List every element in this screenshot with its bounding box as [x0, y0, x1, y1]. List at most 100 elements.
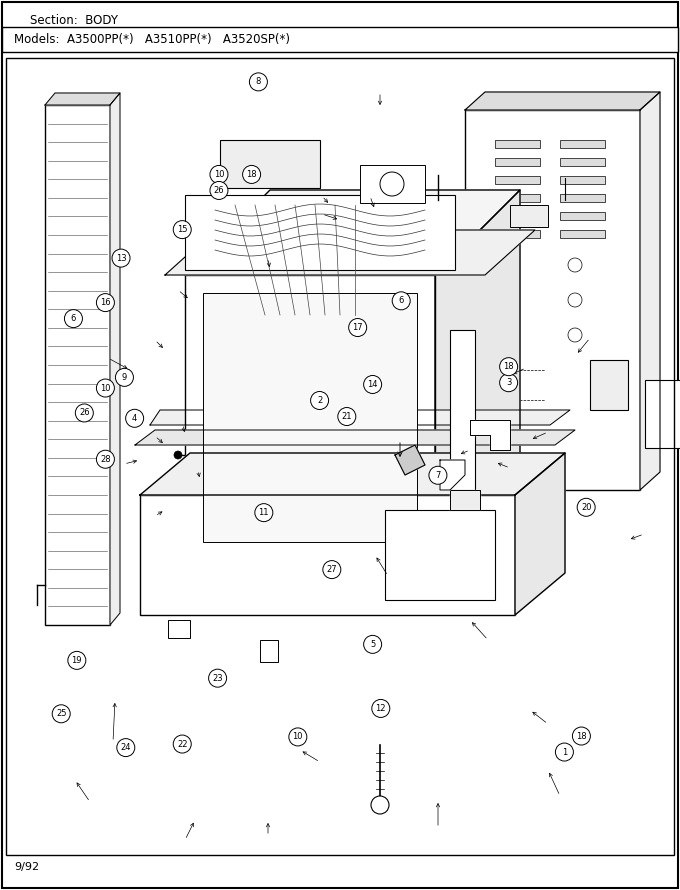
Circle shape: [311, 392, 328, 409]
Polygon shape: [165, 230, 535, 275]
Text: 18: 18: [503, 362, 514, 371]
Text: 6: 6: [398, 296, 404, 305]
Text: 8: 8: [256, 77, 261, 86]
Circle shape: [364, 635, 381, 653]
Circle shape: [371, 796, 389, 814]
Bar: [590, 360, 628, 410]
Polygon shape: [470, 420, 510, 450]
Circle shape: [243, 166, 260, 183]
Bar: [510, 205, 548, 227]
Bar: [495, 230, 540, 238]
Polygon shape: [45, 93, 120, 105]
Circle shape: [97, 294, 114, 311]
Text: 10: 10: [214, 170, 224, 179]
Text: 20: 20: [581, 503, 592, 512]
Circle shape: [97, 450, 114, 468]
Bar: [560, 212, 605, 220]
Bar: [560, 158, 605, 166]
Text: 14: 14: [367, 380, 378, 389]
Circle shape: [173, 221, 191, 239]
Circle shape: [75, 404, 93, 422]
Bar: [560, 140, 605, 148]
Text: 3: 3: [506, 378, 511, 387]
Circle shape: [392, 292, 410, 310]
Polygon shape: [140, 453, 565, 495]
Circle shape: [573, 727, 590, 745]
Polygon shape: [395, 445, 425, 475]
Circle shape: [250, 73, 267, 91]
Circle shape: [338, 408, 356, 425]
Bar: [203, 293, 417, 542]
Bar: [6, 58, 674, 855]
Circle shape: [372, 700, 390, 717]
Text: 9/92: 9/92: [14, 862, 39, 872]
Polygon shape: [640, 92, 660, 490]
Circle shape: [52, 705, 70, 723]
Circle shape: [577, 498, 595, 516]
Text: 22: 22: [177, 740, 188, 748]
Text: 26: 26: [214, 186, 224, 195]
Text: 17: 17: [352, 323, 363, 332]
Bar: [140, 495, 515, 615]
Text: 4: 4: [132, 414, 137, 423]
Bar: [453, 190, 465, 390]
Circle shape: [500, 374, 517, 392]
Text: 21: 21: [341, 412, 352, 421]
Circle shape: [174, 451, 182, 459]
Circle shape: [97, 379, 114, 397]
Polygon shape: [435, 190, 520, 560]
Circle shape: [209, 669, 226, 687]
Circle shape: [500, 358, 517, 376]
Text: 10: 10: [100, 384, 111, 392]
Polygon shape: [110, 93, 120, 625]
Bar: [560, 230, 605, 238]
Bar: [45, 105, 110, 625]
Text: 12: 12: [375, 704, 386, 713]
Circle shape: [364, 376, 381, 393]
Bar: [185, 275, 435, 560]
Text: 13: 13: [116, 254, 126, 263]
Bar: [560, 176, 605, 184]
Text: 7: 7: [435, 471, 441, 480]
Circle shape: [289, 728, 307, 746]
Polygon shape: [465, 92, 660, 110]
Circle shape: [349, 319, 367, 336]
Bar: [495, 212, 540, 220]
Circle shape: [112, 249, 130, 267]
Bar: [360, 165, 425, 203]
Bar: [168, 620, 190, 638]
Polygon shape: [150, 410, 570, 425]
Text: 9: 9: [122, 373, 127, 382]
Text: 26: 26: [79, 409, 90, 417]
Circle shape: [126, 409, 143, 427]
Bar: [220, 140, 320, 188]
Text: 15: 15: [177, 225, 188, 234]
Text: 1: 1: [562, 748, 567, 756]
Text: 16: 16: [100, 298, 111, 307]
Text: 2: 2: [317, 396, 322, 405]
Text: 24: 24: [120, 743, 131, 752]
Circle shape: [429, 466, 447, 484]
Bar: [495, 176, 540, 184]
Text: 28: 28: [100, 455, 111, 464]
Text: 18: 18: [576, 732, 587, 740]
Circle shape: [116, 368, 133, 386]
Text: Models:  A3500PP(*)   A3510PP(*)   A3520SP(*): Models: A3500PP(*) A3510PP(*) A3520SP(*): [14, 33, 290, 45]
Text: 23: 23: [212, 674, 223, 683]
Polygon shape: [450, 490, 480, 510]
Bar: [450, 330, 475, 490]
Circle shape: [210, 166, 228, 183]
Text: 11: 11: [258, 508, 269, 517]
Polygon shape: [135, 430, 575, 445]
Bar: [185, 195, 455, 270]
Circle shape: [323, 561, 341, 579]
Circle shape: [65, 310, 82, 328]
Polygon shape: [440, 460, 465, 490]
Circle shape: [68, 651, 86, 669]
Text: 5: 5: [370, 640, 375, 649]
Circle shape: [556, 743, 573, 761]
Text: 6: 6: [71, 314, 76, 323]
Text: 27: 27: [326, 565, 337, 574]
Circle shape: [173, 735, 191, 753]
Bar: [385, 510, 495, 600]
